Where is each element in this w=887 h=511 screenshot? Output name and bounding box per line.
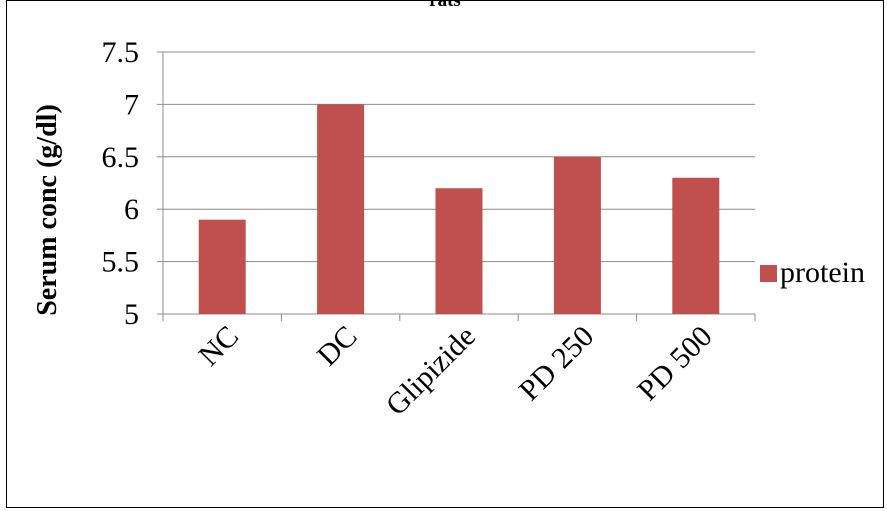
x-tick-label: PD 250 xyxy=(513,320,601,408)
bar-glipizide xyxy=(435,188,483,314)
x-tick-label: Glipizide xyxy=(380,320,482,422)
x-tick-label: NC xyxy=(192,320,245,373)
x-tick-label: PD 500 xyxy=(631,320,719,408)
bar-pd-250 xyxy=(553,156,601,314)
bar-pd-500 xyxy=(672,177,720,314)
legend-swatch-protein xyxy=(760,264,777,282)
legend-label-protein: protein xyxy=(780,256,865,289)
legend: protein xyxy=(760,256,865,290)
y-tick-label: 7.5 xyxy=(102,36,140,69)
y-tick-label: 6 xyxy=(124,193,139,226)
y-tick-label: 6.5 xyxy=(102,141,140,174)
y-tick-label: 5 xyxy=(124,298,139,331)
chart-title: rats xyxy=(429,0,461,11)
bar-dc xyxy=(317,104,365,315)
y-tick-label: 5.5 xyxy=(102,246,140,279)
x-tick-label: DC xyxy=(311,320,364,373)
y-tick-label: 7 xyxy=(124,88,139,121)
bar-nc xyxy=(198,219,246,314)
